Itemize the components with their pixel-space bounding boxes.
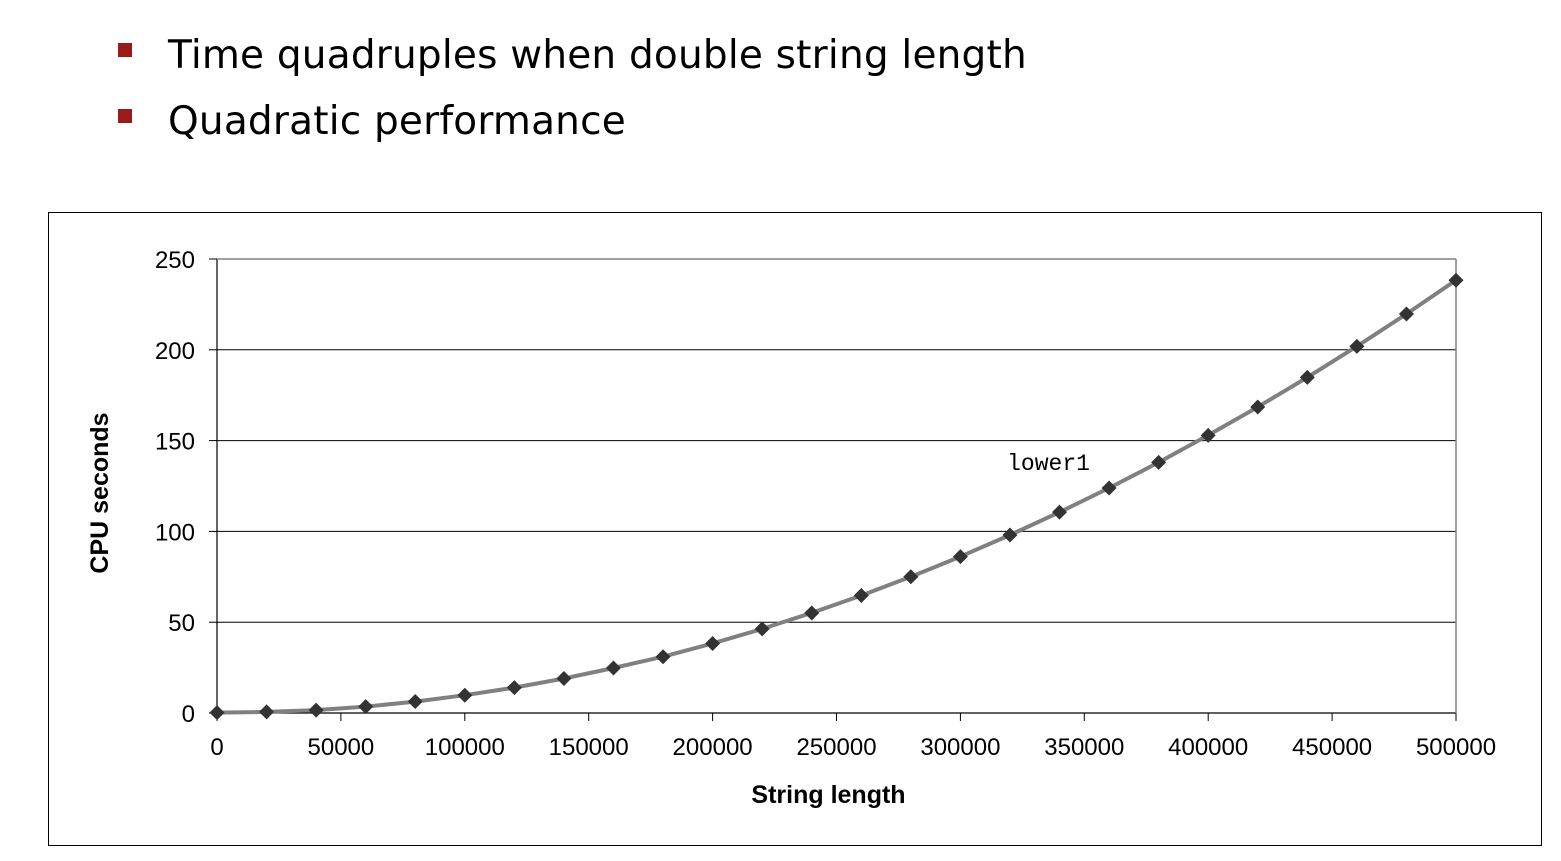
data-point-marker	[655, 649, 671, 665]
data-point-marker	[1052, 504, 1068, 520]
y-tick-label: 100	[155, 519, 195, 546]
data-point-marker	[605, 660, 621, 676]
data-point-marker	[1200, 427, 1216, 443]
data-point-marker	[1250, 399, 1266, 415]
x-tick-label: 300000	[920, 734, 1000, 761]
x-tick-label: 50000	[308, 734, 375, 761]
bullet-list: Time quadruples when double string lengt…	[118, 22, 1027, 154]
x-tick-label: 0	[210, 734, 223, 761]
data-point-marker	[1151, 454, 1167, 470]
data-point-marker	[308, 702, 324, 718]
y-axis-title: CPU seconds	[86, 412, 114, 573]
data-point-marker	[506, 680, 522, 696]
x-tick-label: 150000	[549, 734, 629, 761]
data-point-marker	[952, 549, 968, 565]
data-point-marker	[754, 621, 770, 637]
x-tick-label: 200000	[673, 734, 753, 761]
x-tick-label: 100000	[425, 734, 505, 761]
bullet-text: Time quadruples when double string lengt…	[168, 32, 1027, 78]
bullet-item: Quadratic performance	[118, 88, 1027, 154]
series-group	[209, 272, 1464, 721]
data-point-marker	[1002, 527, 1018, 543]
bullet-item: Time quadruples when double string lengt…	[118, 22, 1027, 88]
bullet-square-icon	[118, 109, 132, 123]
x-tick-label: 350000	[1044, 734, 1124, 761]
y-tick-label: 250	[155, 247, 195, 274]
x-tick-label: 250000	[796, 734, 876, 761]
data-point-marker	[1398, 306, 1414, 322]
data-point-marker	[457, 687, 473, 703]
chart-frame	[48, 212, 1542, 846]
y-tick-label: 50	[168, 610, 195, 637]
data-point-marker	[1299, 369, 1315, 385]
x-tick-labels: 0 50000 100000 150000 200000 250000 300000 3500…	[210, 713, 1496, 761]
data-point-marker	[1349, 338, 1365, 354]
y-tick-labels: 0 50 100 150 200 250	[155, 247, 217, 728]
axes	[216, 258, 1457, 714]
x-tick-label: 450000	[1292, 734, 1372, 761]
data-point-marker	[853, 588, 869, 604]
data-point-marker	[705, 635, 721, 651]
data-point-marker	[804, 605, 820, 621]
bullet-square-icon	[118, 43, 132, 57]
x-axis-title: String length	[751, 781, 905, 809]
grid-lines	[217, 258, 1456, 623]
data-point-marker	[903, 569, 919, 585]
data-point-marker	[407, 694, 423, 710]
y-tick-label: 200	[155, 338, 195, 365]
data-point-marker	[358, 699, 374, 715]
data-point-marker	[1101, 480, 1117, 496]
data-point-marker	[259, 704, 275, 720]
y-tick-label: 0	[182, 701, 195, 728]
x-tick-label: 500000	[1416, 734, 1496, 761]
data-point-marker	[556, 670, 572, 686]
y-tick-label: 150	[155, 429, 195, 456]
data-point-marker	[209, 705, 225, 721]
x-tick-label: 400000	[1168, 734, 1248, 761]
series-annotation: lower1	[1007, 451, 1090, 477]
bullet-text: Quadratic performance	[168, 98, 626, 144]
data-point-marker	[1448, 272, 1464, 288]
series-line	[216, 278, 1458, 715]
